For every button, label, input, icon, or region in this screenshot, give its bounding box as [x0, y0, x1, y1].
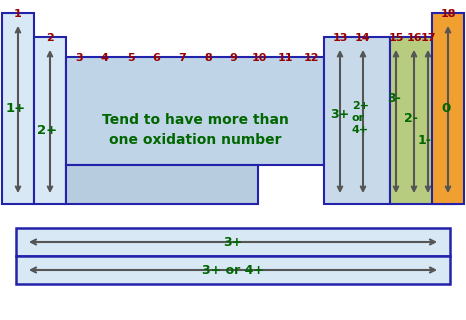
- Text: 17: 17: [420, 33, 436, 43]
- Text: 11: 11: [278, 53, 293, 63]
- Text: 9: 9: [230, 53, 238, 63]
- Text: 8: 8: [204, 53, 212, 63]
- Text: 3+: 3+: [330, 108, 349, 122]
- Bar: [16, 256, 450, 284]
- Text: Tend to have more than: Tend to have more than: [102, 113, 288, 127]
- Bar: [2, 13, 34, 204]
- Text: 7: 7: [178, 53, 186, 63]
- Text: 2: 2: [46, 33, 54, 43]
- Bar: [66, 165, 258, 204]
- Text: 2-: 2-: [404, 111, 418, 124]
- Text: 15: 15: [388, 33, 404, 43]
- Bar: [390, 37, 456, 204]
- Text: 6: 6: [152, 53, 160, 63]
- Text: 4: 4: [101, 53, 109, 63]
- Text: 5: 5: [127, 53, 134, 63]
- Bar: [34, 37, 66, 204]
- Text: 1-: 1-: [418, 133, 432, 147]
- Text: 10: 10: [252, 53, 267, 63]
- Text: 1+: 1+: [6, 101, 26, 115]
- Text: 16: 16: [406, 33, 422, 43]
- Text: 0: 0: [441, 101, 450, 115]
- Text: 3+: 3+: [223, 236, 243, 249]
- Text: one oxidation number: one oxidation number: [109, 133, 281, 147]
- Text: 3+ or 4+: 3+ or 4+: [202, 263, 264, 276]
- Text: 2+: 2+: [37, 124, 57, 137]
- Text: 3-: 3-: [387, 92, 401, 105]
- Text: 2+
or
4+: 2+ or 4+: [352, 100, 369, 135]
- Bar: [66, 57, 324, 165]
- Text: 13: 13: [332, 33, 348, 43]
- Bar: [16, 228, 450, 256]
- Text: 3: 3: [75, 53, 82, 63]
- Text: 12: 12: [303, 53, 319, 63]
- Text: 1: 1: [14, 9, 22, 19]
- Text: 18: 18: [440, 9, 456, 19]
- Text: 14: 14: [355, 33, 371, 43]
- Bar: [432, 13, 464, 204]
- Bar: [324, 37, 390, 204]
